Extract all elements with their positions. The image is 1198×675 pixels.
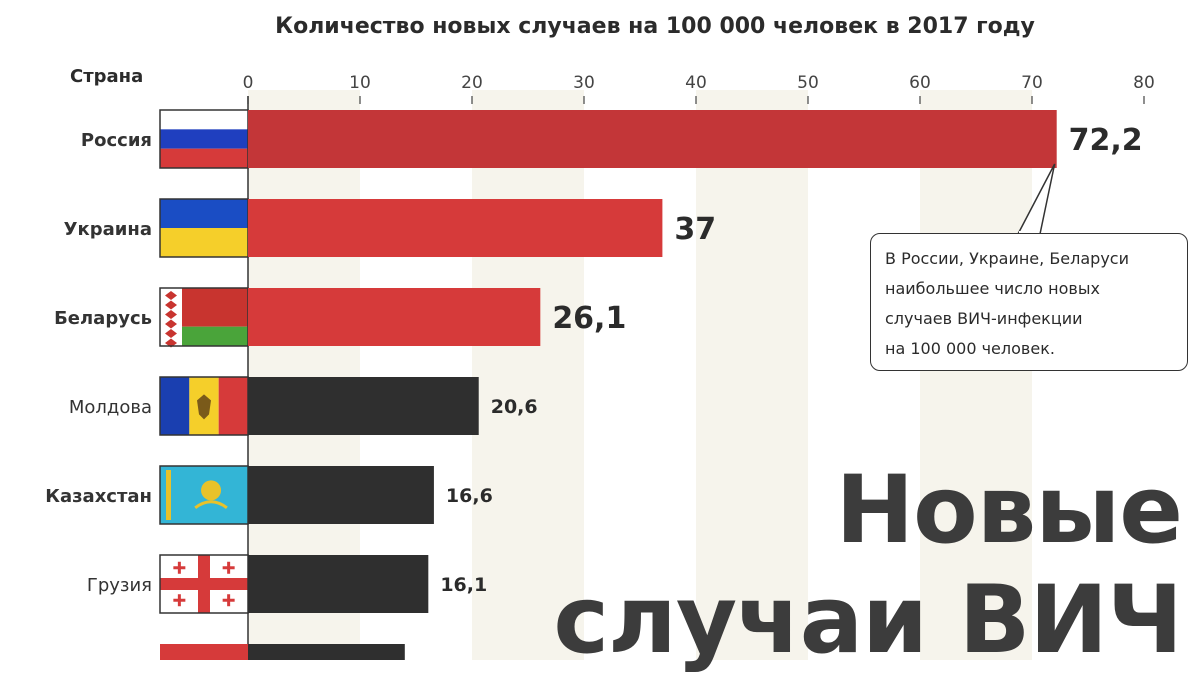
flag-stripe [218,377,248,435]
category-label: Молдова [69,397,152,418]
flag-ornament [165,329,177,338]
callout-pointer-line [1017,163,1056,235]
bar [248,644,405,660]
flag-stripe [160,228,248,257]
flag-emblem [197,394,211,420]
headline-line-2: случаи ВИЧ [553,566,1183,675]
category-label: Казахстан [45,486,152,507]
x-tick-label: 30 [573,73,595,93]
bar-row-partial [160,644,405,660]
flag-ornament [165,300,177,310]
flag-small-cross [222,598,235,602]
bar [248,555,429,613]
x-tick-label: 70 [1021,73,1043,93]
flag-ornament [165,291,177,300]
bar [248,466,434,524]
flag-small-cross [173,566,186,570]
x-tick-label: 20 [461,73,483,93]
country-column-header: Страна [70,66,144,87]
bar [248,199,663,257]
bar [248,288,541,346]
flag-cross-horizontal [160,578,248,590]
grid-band [472,90,584,660]
value-label: 20,6 [491,396,538,418]
headline-line-1: Новые [835,456,1183,565]
bar-row: Грузия 16,1 [87,554,487,614]
flag-small-cross [222,566,235,570]
value-label: 16,6 [446,485,493,507]
flag-stripe [160,148,248,168]
value-label: 37 [674,212,716,247]
value-label: 16,1 [440,574,487,596]
bar-row: Украина 37 [64,198,716,258]
grid-band [920,90,1032,660]
bar-row: Казахстан 16,6 [45,465,493,525]
value-label: 72,2 [1069,123,1143,158]
flag-partial [160,644,248,660]
grid-band [696,90,808,660]
x-axis: 0 10 20 30 40 50 60 70 80 [243,73,1155,660]
flag-ornament [165,310,177,319]
bar-rows: Россия 72,2 Украина 37 Беларусь 26,1 Молдова 20… [45,109,1143,660]
value-label: 26,1 [552,301,626,336]
grid-bands [248,90,1032,660]
chart-title: Количество новых случаев на 100 000 чело… [275,14,1035,39]
flag-ornament [165,319,177,329]
annotation-callout: В России, Украине, Беларуси наибольшее ч… [870,233,1188,371]
flag-stripe [160,110,248,130]
x-tick-label: 0 [243,73,254,93]
bar-row: Беларусь 26,1 [54,287,626,348]
bar-row: Россия 72,2 [81,109,1143,169]
x-tick-label: 40 [685,73,707,93]
flag-small-cross [173,598,186,602]
x-tick-label: 60 [909,73,931,93]
category-label: Россия [81,130,152,151]
category-label: Украина [64,219,152,240]
flag-eagle [194,500,228,509]
flag-stripe [160,199,248,228]
bar-shade [248,110,1057,168]
category-label: Беларусь [54,308,152,329]
x-tick-label: 80 [1133,73,1155,93]
bar [248,377,479,435]
flag-sun [201,480,222,501]
flag-stripe [160,129,248,149]
x-tick-label: 10 [349,73,371,93]
bar-row: Молдова 20,6 [69,376,538,436]
flag-ornament [166,470,171,520]
x-tick-label: 50 [797,73,819,93]
flag-stripe [160,377,190,435]
category-label: Грузия [87,575,152,596]
bar-chart: 0 10 20 30 40 50 60 70 80 Россия 72,2 Украина 37 Бел… [45,73,1155,660]
